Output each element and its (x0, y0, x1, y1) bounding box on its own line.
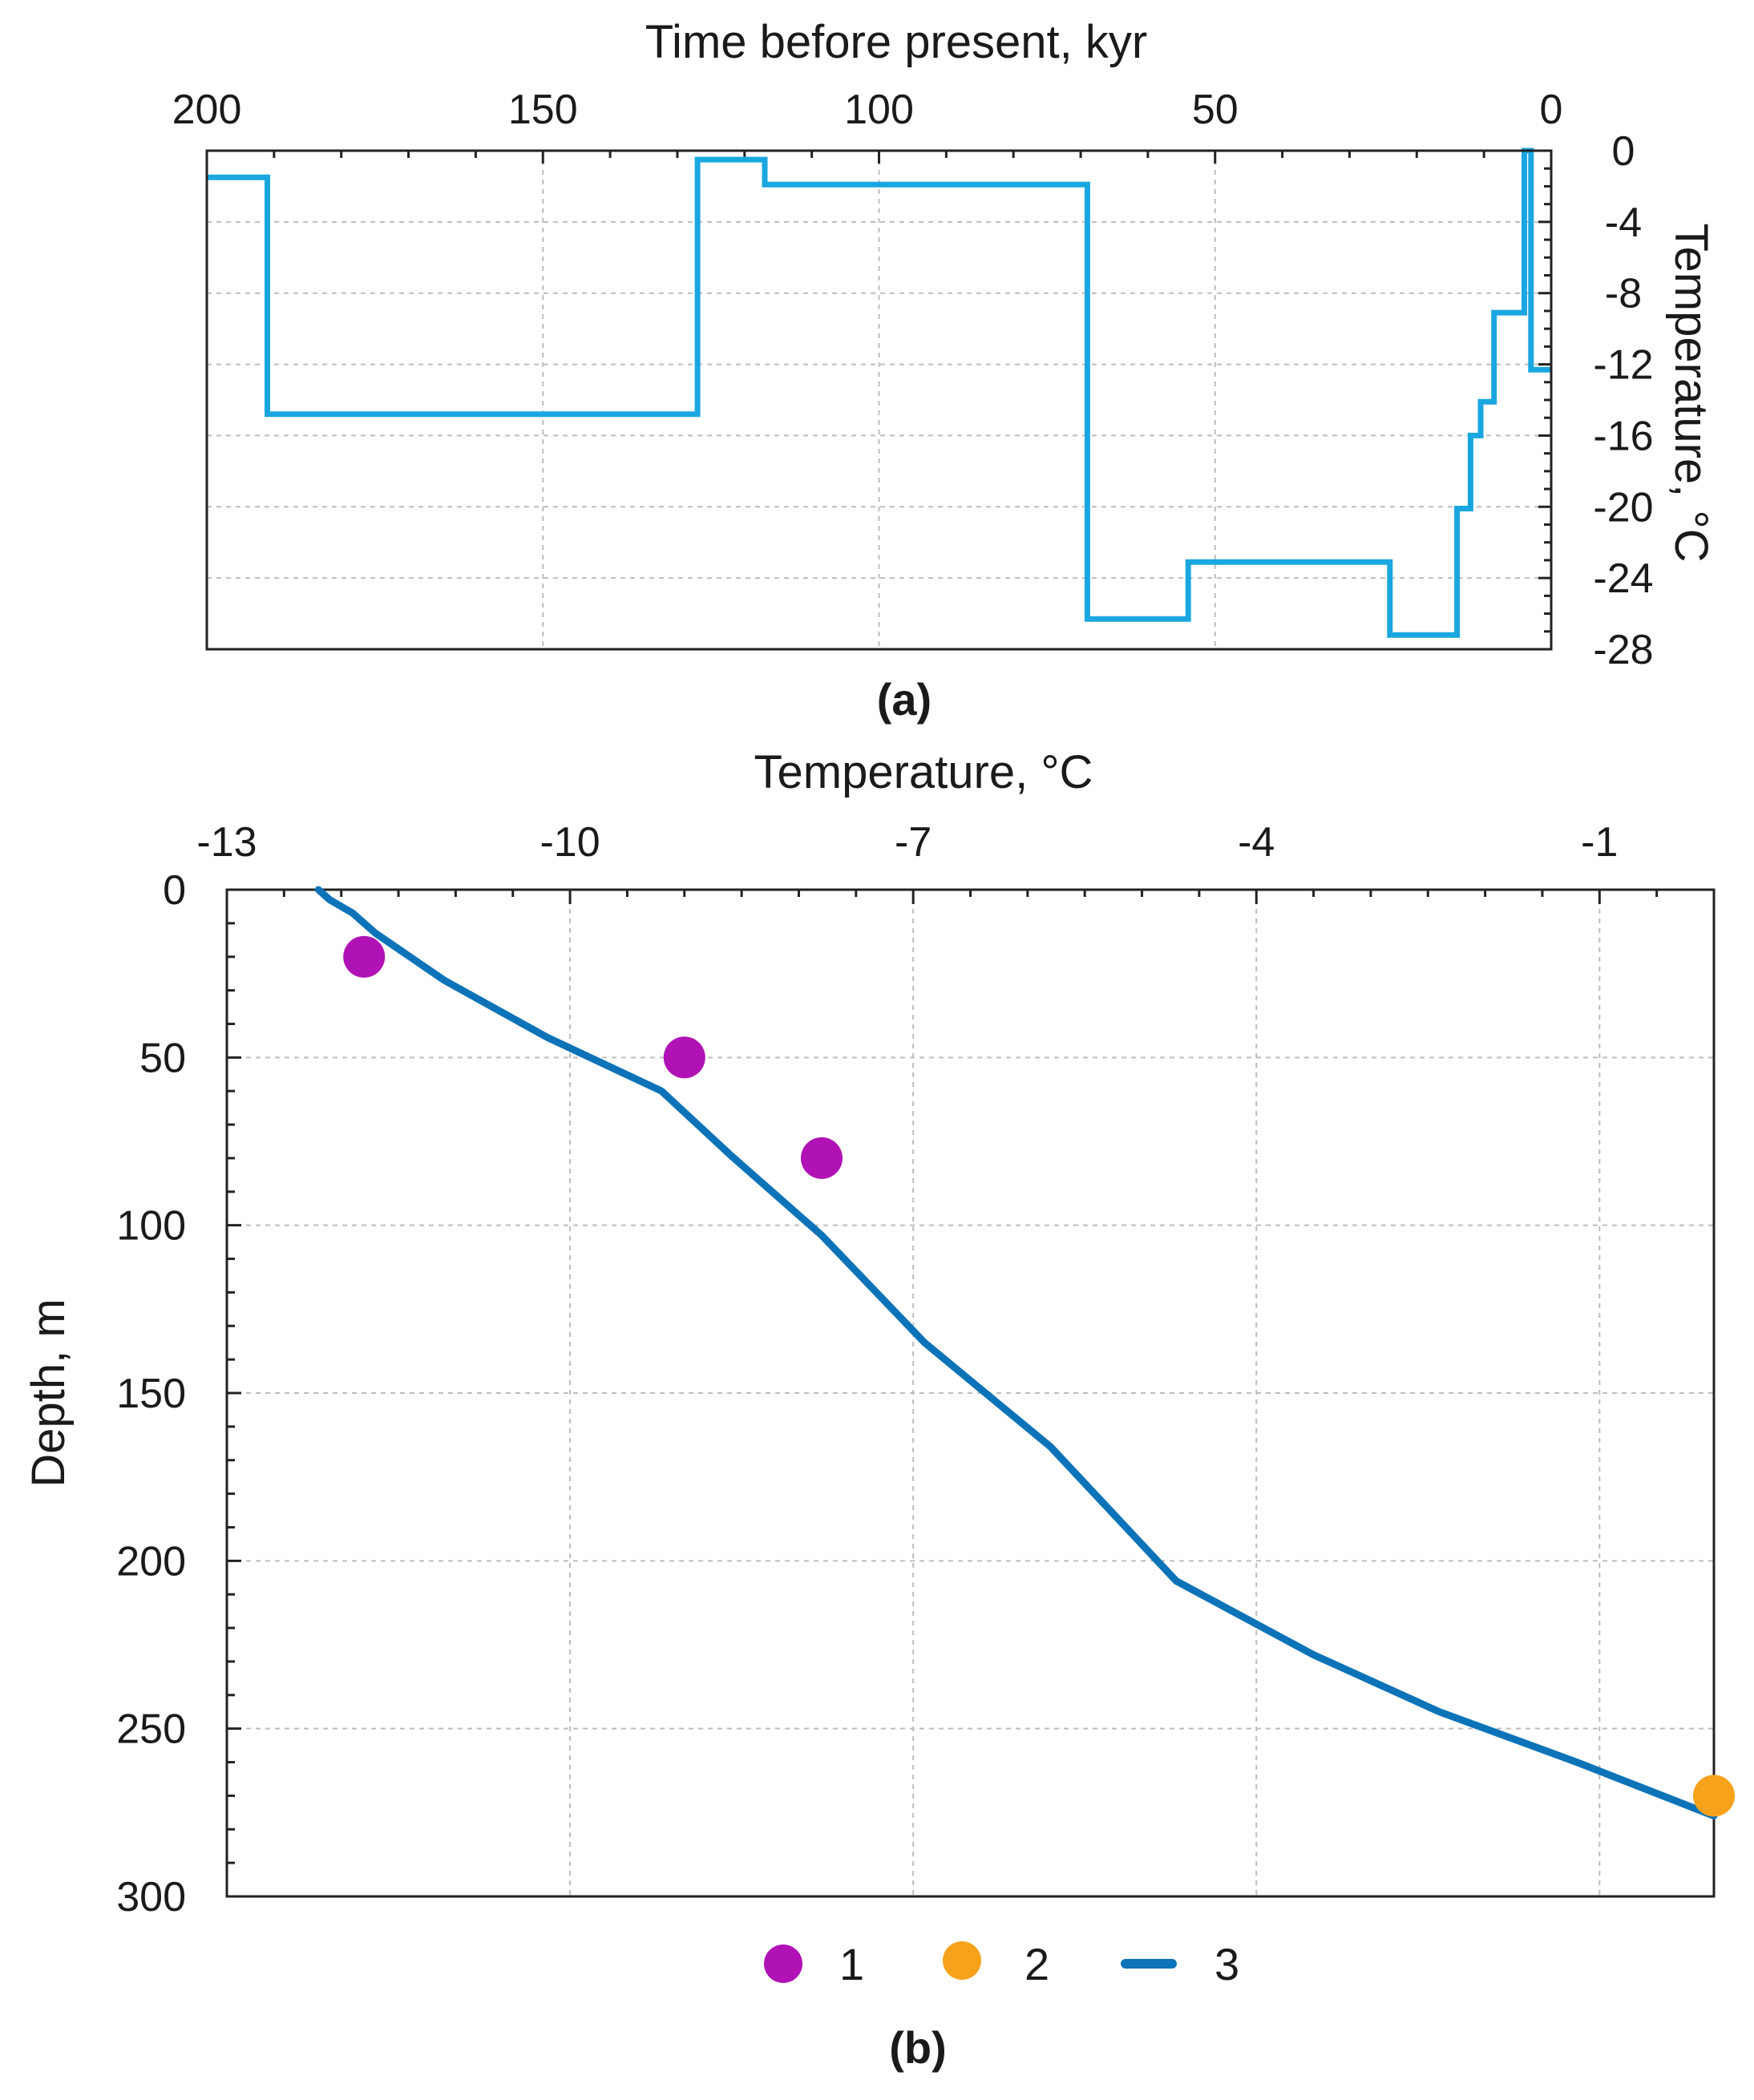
legend-label-2: 2 (1025, 1939, 1049, 1989)
legend-marker-1 (764, 1945, 802, 1983)
panel-a-x-tick-label: 50 (1192, 87, 1239, 133)
panel-b: Temperature, °C -13 -10 -7 -4 -1 05010015020… (22, 746, 1735, 2073)
panel-a-frame (205, 149, 1553, 651)
panel-a-y-tick-label: -24 (1593, 555, 1653, 602)
panel-b-x-tick-label: -13 (196, 819, 257, 866)
panel-b-y-axis-title: Depth, m (22, 1298, 75, 1487)
panel-b-x-tick-label: -4 (1238, 819, 1275, 866)
panel-b-y-tick-label: 250 (116, 1706, 186, 1753)
panel-b-grid (227, 890, 1714, 1896)
panel-a-y-tick-label: -20 (1593, 484, 1653, 531)
panel-a-x-tick-label: 0 (1540, 87, 1563, 133)
panel-a: Time before present, kyr 200 150 100 50 0 0 -… (172, 16, 1717, 725)
panel-a-series (207, 147, 1551, 638)
panel-a-x-ticks: 200 150 100 50 0 (172, 87, 1563, 133)
panel-a-grid (207, 151, 1551, 649)
panel-a-x-tick-label: 150 (508, 87, 578, 133)
panel-b-x-tick-label: -7 (895, 819, 932, 866)
panel-a-y-axis-title: Temperature, °C (1665, 224, 1717, 563)
legend: 1 2 3 (764, 1939, 1239, 1989)
panel-b-point-series-2 (1693, 1775, 1735, 1817)
panel-b-y-tick-label: 50 (139, 1035, 186, 1081)
panel-b-y-tick-label: 200 (116, 1538, 186, 1585)
panel-b-label: (b) (889, 2022, 947, 2073)
panel-b-x-axis-title: Temperature, °C (754, 746, 1093, 798)
panel-a-x-tick-label: 100 (844, 87, 914, 133)
panel-a-y-tick-label: -12 (1593, 342, 1653, 389)
panel-b-series (314, 886, 1735, 1819)
legend-label-1: 1 (839, 1939, 864, 1989)
panel-a-y-tick-label: -16 (1593, 413, 1653, 459)
panel-b-y-tick-label: 300 (116, 1874, 186, 1920)
panel-a-y-tick-label: 0 (1612, 128, 1635, 175)
panel-a-temperature-line (207, 147, 1551, 638)
panel-a-y-ticks: 0 -4 -8 -12 -16 -20 -24 -28 (1593, 128, 1653, 673)
panel-b-x-tick-label: -10 (540, 819, 600, 866)
panel-b-point-series-1 (663, 1036, 705, 1079)
panel-a-x-axis-title: Time before present, kyr (645, 16, 1147, 68)
panel-b-y-tick-label: 100 (116, 1203, 186, 1250)
legend-label-3: 3 (1214, 1939, 1239, 1989)
panel-a-y-tick-label: -4 (1605, 200, 1642, 246)
panel-b-x-ticks: -13 -10 -7 -4 -1 (196, 819, 1618, 866)
panel-b-y-ticks: 0 50 100 150 200 250 300 (116, 867, 186, 1920)
panel-b-frame (225, 888, 1716, 1898)
panel-b-point-series-1 (801, 1137, 843, 1179)
panel-a-y-tick-label: -8 (1605, 271, 1642, 317)
panel-b-modeled-profile-line (314, 886, 1718, 1819)
legend-marker-2 (943, 1941, 981, 1980)
panel-a-label: (a) (877, 674, 932, 725)
panel-a-y-tick-label: -28 (1593, 627, 1653, 673)
panel-a-x-tick-label: 200 (172, 87, 242, 133)
panel-b-y-tick-label: 150 (116, 1371, 186, 1417)
panel-b-x-tick-label: -1 (1581, 819, 1618, 866)
panel-b-y-tick-label: 0 (163, 867, 186, 914)
panel-b-point-series-1 (343, 935, 386, 978)
